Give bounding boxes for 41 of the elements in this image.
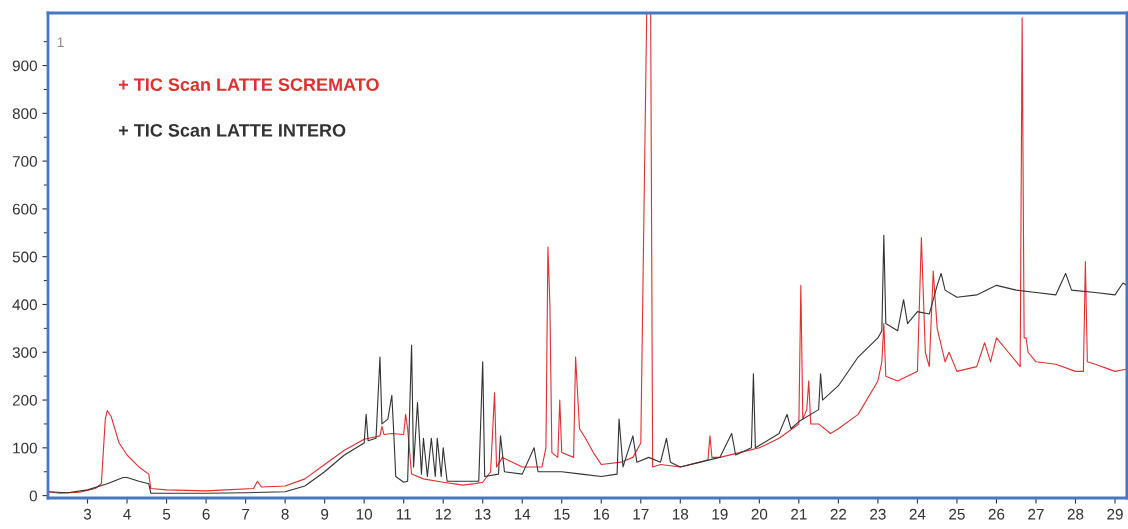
x-tick-label: 29 xyxy=(1107,508,1123,520)
y-tick-label: 700 xyxy=(12,156,37,167)
x-tick-label: 19 xyxy=(712,508,728,520)
y-tick-label: 400 xyxy=(12,299,37,311)
y-tick-label: 800 xyxy=(12,108,37,120)
text: + TIC Scan LATTE SCREMATO xyxy=(118,78,379,92)
x-tick-label: 18 xyxy=(672,508,689,520)
x-tick-label: 8 xyxy=(281,508,289,520)
y-tick-label: 0 xyxy=(29,490,37,502)
annotation: 1 xyxy=(57,37,64,47)
x-tick-label: 6 xyxy=(202,508,210,520)
y-tick-label: 900 xyxy=(12,60,37,72)
x-tick-label: 21 xyxy=(791,508,807,520)
x-tick-label: 13 xyxy=(475,508,491,520)
y-tick-label: 200 xyxy=(12,394,37,406)
x-tick-label: 27 xyxy=(1028,508,1044,520)
y-tick-label: 100 xyxy=(13,442,37,454)
x-tick-label: 11 xyxy=(396,508,411,520)
text: + TIC Scan LATTE INTERO xyxy=(118,123,346,137)
line-series xyxy=(48,234,1127,494)
x-tick-label: 20 xyxy=(751,508,768,520)
x-tick-label: 3 xyxy=(83,508,92,520)
x-tick-label: 25 xyxy=(949,508,965,520)
x-tick-label: 4 xyxy=(123,508,131,520)
x-tick-label: 17 xyxy=(633,508,649,520)
x-tick-label: 23 xyxy=(870,508,886,520)
x-tick-label: 5 xyxy=(162,508,171,520)
x-tick-label: 9 xyxy=(321,508,329,520)
x-tick-label: 28 xyxy=(1067,508,1084,520)
x-tick-label: 7 xyxy=(242,508,250,520)
y-tick-label: 300 xyxy=(12,347,37,358)
x-tick-label: 12 xyxy=(435,508,451,520)
x-tick-label: 15 xyxy=(554,508,570,520)
x-tick-label: 24 xyxy=(909,508,926,520)
x-tick-label: 16 xyxy=(593,508,610,520)
x-tick-label: 26 xyxy=(988,508,1005,520)
x-tick-label: 10 xyxy=(356,508,373,520)
y-tick-label: 500 xyxy=(12,251,37,263)
y-tick-label: 600 xyxy=(12,203,37,215)
x-tick-label: 14 xyxy=(514,508,531,520)
x-tick-label: 22 xyxy=(830,508,847,520)
